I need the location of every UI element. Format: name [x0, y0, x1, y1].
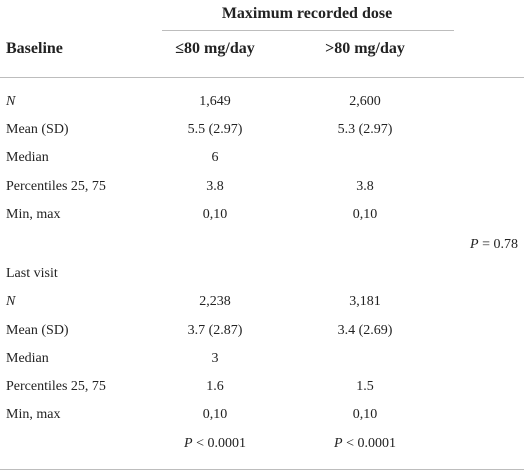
cell-low-dose: 3.8	[206, 179, 224, 194]
row-label: Mean (SD)	[6, 122, 69, 137]
cell-high-dose: 3.4 (2.69)	[337, 323, 393, 338]
cell-high-dose: 5.3 (2.97)	[337, 122, 393, 137]
cell-low-dose: 3	[211, 351, 219, 366]
p-value-text: < 0.0001	[342, 436, 396, 451]
cell-high-dose: 0,10	[352, 407, 378, 422]
column-header-high-dose: >80 mg/day	[325, 40, 405, 57]
p-symbol: P	[470, 237, 479, 252]
cell-low-dose: 0,10	[202, 407, 228, 422]
p-value-low-dose: P < 0.0001	[184, 435, 246, 453]
p-value-high-dose: P < 0.0001	[334, 435, 396, 453]
row-label: Percentiles 25, 75	[6, 179, 106, 194]
baseline-p-value: P = 0.78	[470, 236, 518, 254]
row-label: N	[6, 94, 16, 109]
bottom-rule	[0, 469, 524, 470]
cell-low-dose: 2,238	[199, 294, 231, 309]
row-label: N	[6, 294, 16, 309]
cell-high-dose: 0,10	[352, 207, 378, 222]
cell-low-dose: 5.5 (2.97)	[187, 122, 243, 137]
row-label: Percentiles 25, 75	[6, 379, 106, 394]
cell-low-dose: 1.6	[206, 379, 224, 394]
header-rule	[0, 77, 524, 78]
cell-high-dose: 2,600	[349, 94, 381, 109]
p-value-text: < 0.0001	[192, 436, 246, 451]
row-label: Mean (SD)	[6, 323, 69, 338]
cell-low-dose: 0,10	[202, 207, 228, 222]
p-symbol: P	[184, 436, 193, 451]
section-title-last-visit: Last visit	[6, 266, 58, 281]
stub-header: Baseline	[6, 40, 63, 57]
cell-high-dose: 1.5	[356, 379, 374, 394]
p-value-text: = 0.78	[478, 237, 518, 252]
row-label: Median	[6, 150, 49, 165]
row-label: Min, max	[6, 207, 61, 222]
cell-high-dose: 3,181	[349, 294, 381, 309]
cell-low-dose: 1,649	[199, 94, 231, 109]
group-header: Maximum recorded dose	[221, 5, 393, 22]
cell-low-dose: 3.7 (2.87)	[187, 323, 243, 338]
column-header-low-dose: ≤80 mg/day	[175, 40, 255, 57]
row-label: Min, max	[6, 407, 61, 422]
p-symbol: P	[334, 436, 343, 451]
row-label: Median	[6, 351, 49, 366]
cell-low-dose: 6	[211, 150, 219, 165]
group-header-rule	[162, 30, 454, 31]
cell-high-dose: 3.8	[356, 179, 374, 194]
